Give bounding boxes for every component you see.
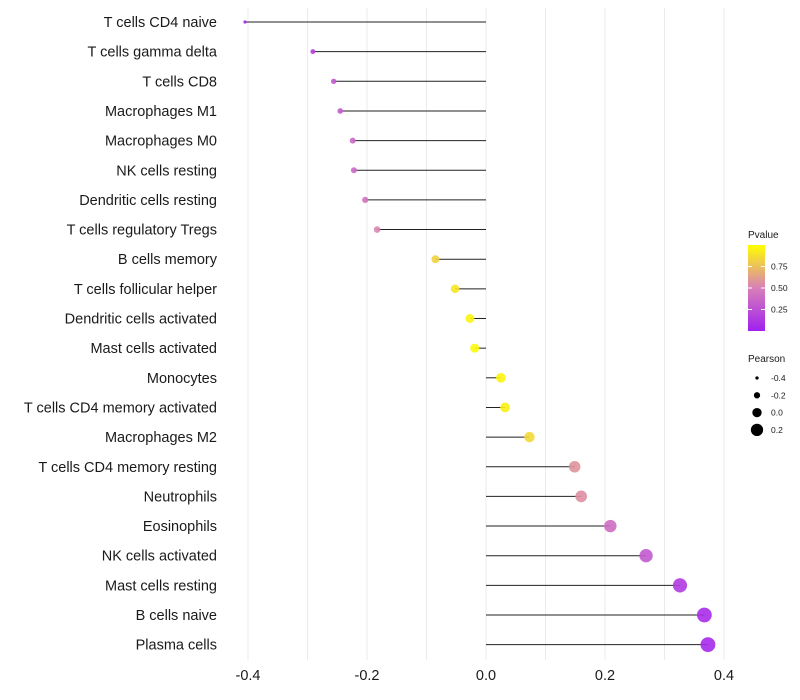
size-legend-key	[755, 376, 759, 380]
lollipop-point	[431, 255, 440, 264]
y-axis-label: NK cells activated	[102, 549, 217, 565]
y-axis-label: T cells CD4 naive	[104, 15, 217, 31]
x-tick-label: 0.4	[714, 668, 734, 684]
pvalue-colorbar	[748, 245, 765, 331]
size-legend-label: -0.2	[771, 390, 786, 400]
size-legend-label: 0.0	[771, 408, 783, 418]
lollipop-point	[575, 490, 588, 503]
x-tick-label: -0.2	[355, 668, 380, 684]
y-axis-label: Macrophages M0	[105, 134, 217, 150]
x-tick-label: 0.0	[476, 668, 496, 684]
x-tick-label: -0.4	[236, 668, 261, 684]
grid-lines	[247, 8, 725, 660]
y-axis-label: Monocytes	[147, 371, 217, 387]
colorbar-tick-label: 0.50	[771, 283, 788, 293]
y-axis-label: T cells CD4 memory resting	[38, 460, 217, 476]
colorbar-tick-label: 0.25	[771, 305, 788, 315]
y-axis-label: Macrophages M2	[105, 430, 217, 446]
size-legend-label: -0.4	[771, 373, 786, 383]
lollipop-stems	[245, 21, 708, 646]
y-axis-label: Neutrophils	[144, 489, 217, 505]
y-axis-label: B cells naive	[136, 608, 217, 624]
lollipop-point	[496, 372, 506, 383]
y-axis-label: Dendritic cells activated	[65, 312, 217, 328]
size-legend-key	[750, 423, 764, 437]
lollipop-point	[349, 137, 356, 144]
y-axis-label: Plasma cells	[136, 638, 217, 654]
y-axis-labels: T cells CD4 naive T cells gamma delta T ce…	[24, 15, 218, 654]
lollipop-point	[700, 637, 716, 653]
y-axis-label: T cells gamma delta	[88, 45, 218, 61]
lollipop-point	[310, 49, 316, 55]
lollipop-point	[330, 78, 337, 85]
size-legend-key	[752, 407, 762, 418]
lollipop-points	[243, 20, 716, 653]
pearson-legend-title: Pearson	[748, 354, 785, 365]
y-axis-label: NK cells resting	[116, 163, 217, 179]
lollipop-point	[373, 226, 381, 233]
lollipop-point	[362, 196, 369, 204]
y-axis-label: T cells CD4 memory activated	[24, 400, 217, 416]
lollipop-point	[470, 343, 480, 353]
y-axis-label: T cells regulatory Tregs	[67, 223, 217, 239]
y-axis-label: Mast cells resting	[105, 578, 217, 594]
lollipop-point	[524, 431, 535, 443]
lollipop-point	[465, 314, 475, 323]
x-tick-label: 0.2	[595, 668, 615, 684]
lollipop-point	[450, 284, 460, 294]
y-axis-label: T cells CD8	[142, 74, 217, 90]
lollipop-point	[350, 167, 357, 174]
lollipop-point	[672, 578, 688, 593]
lollipop-point	[696, 607, 712, 623]
pvalue-legend: Pvalue 0.25 0.50 0.75	[748, 230, 788, 331]
y-axis-label: B cells memory	[118, 252, 218, 268]
y-axis-label: Eosinophils	[143, 519, 217, 535]
y-axis-label: Dendritic cells resting	[79, 193, 217, 209]
y-axis-label: Macrophages M1	[105, 104, 217, 120]
pearson-legend: Pearson -0.4 -0.2 0.0 0.2	[748, 354, 786, 437]
colorbar-tick-label: 0.75	[771, 262, 788, 272]
lollipop-point	[639, 549, 653, 563]
lollipop-point	[243, 20, 247, 24]
y-axis-label: Mast cells activated	[90, 341, 217, 357]
size-legend-label: 0.2	[771, 425, 783, 435]
x-axis-tick-labels: -0.4 -0.2 0.0 0.2 0.4	[236, 668, 735, 684]
size-legend-key	[753, 392, 761, 399]
pvalue-legend-title: Pvalue	[748, 230, 779, 241]
lollipop-point	[337, 108, 344, 114]
lollipop-point	[568, 460, 581, 473]
y-axis-label: T cells follicular helper	[74, 282, 217, 298]
lollipop-point	[500, 402, 510, 413]
lollipop-point	[604, 519, 617, 533]
